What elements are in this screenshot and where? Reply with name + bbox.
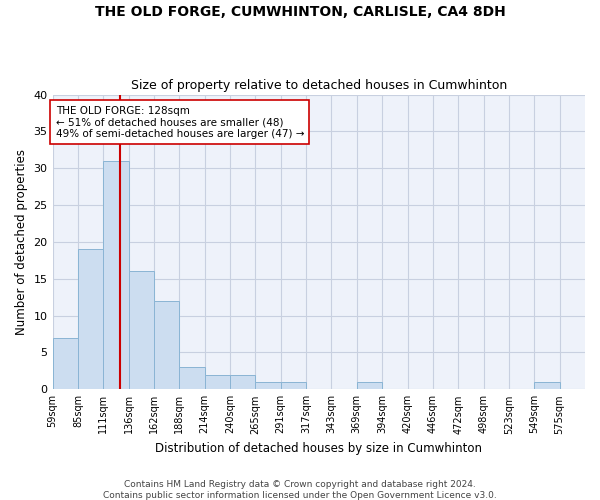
- Bar: [179, 367, 205, 390]
- Bar: [357, 382, 382, 390]
- Title: Size of property relative to detached houses in Cumwhinton: Size of property relative to detached ho…: [131, 79, 507, 92]
- Bar: [103, 161, 128, 390]
- Bar: [230, 374, 256, 390]
- Bar: [205, 374, 230, 390]
- Bar: [128, 272, 154, 390]
- X-axis label: Distribution of detached houses by size in Cumwhinton: Distribution of detached houses by size …: [155, 442, 482, 455]
- Bar: [53, 338, 78, 390]
- Y-axis label: Number of detached properties: Number of detached properties: [15, 149, 28, 335]
- Text: THE OLD FORGE, CUMWHINTON, CARLISLE, CA4 8DH: THE OLD FORGE, CUMWHINTON, CARLISLE, CA4…: [95, 5, 505, 19]
- Bar: [256, 382, 281, 390]
- Text: THE OLD FORGE: 128sqm
← 51% of detached houses are smaller (48)
49% of semi-deta: THE OLD FORGE: 128sqm ← 51% of detached …: [56, 106, 304, 139]
- Text: Contains HM Land Registry data © Crown copyright and database right 2024.
Contai: Contains HM Land Registry data © Crown c…: [103, 480, 497, 500]
- Bar: [281, 382, 306, 390]
- Bar: [154, 301, 179, 390]
- Bar: [534, 382, 560, 390]
- Bar: [78, 250, 103, 390]
